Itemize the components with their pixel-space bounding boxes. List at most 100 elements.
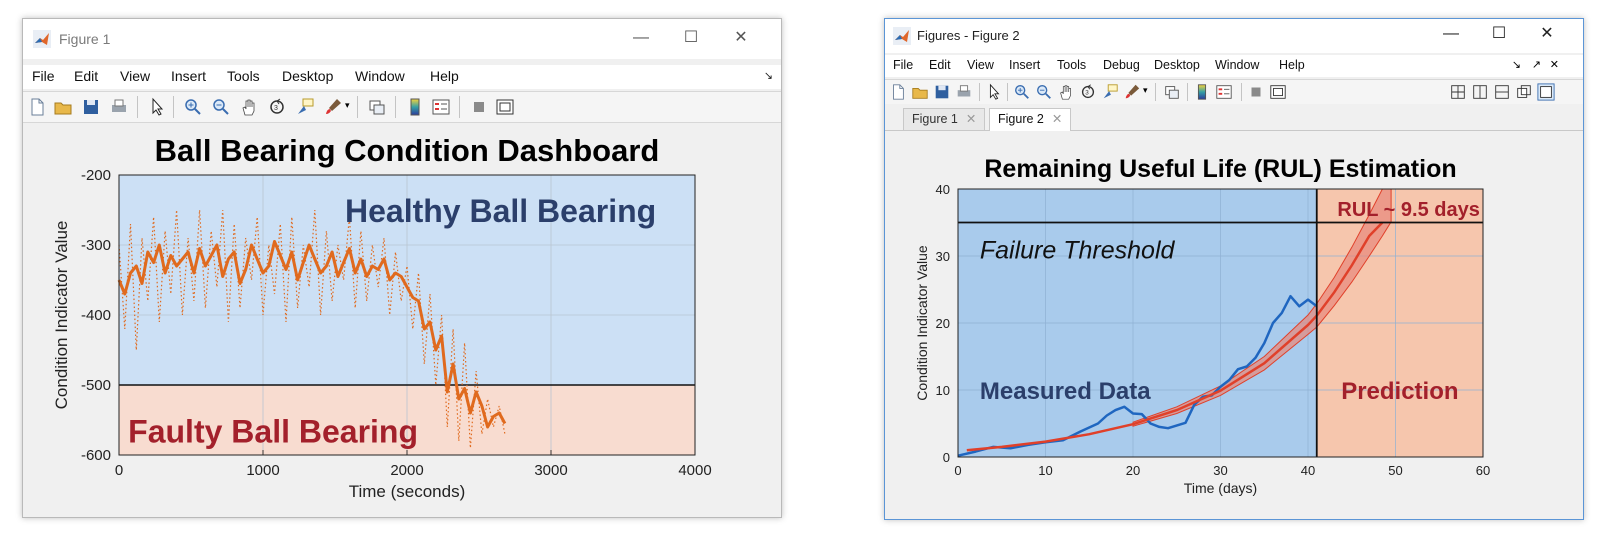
menu-desktop[interactable]: Desktop [1154, 58, 1200, 72]
close-button[interactable]: ✕ [1540, 25, 1554, 42]
title-bar[interactable]: Figure 1 — ☐ ✕ [23, 19, 781, 59]
menu-help[interactable]: Help [430, 68, 459, 84]
colorbar-icon[interactable] [1193, 83, 1211, 101]
pan-hand-icon[interactable] [1057, 83, 1075, 101]
menu-edit[interactable]: Edit [74, 68, 99, 84]
menu-tools[interactable]: Tools [1057, 58, 1087, 72]
split-horizontal-icon[interactable] [1493, 83, 1511, 101]
brush-dropdown-icon[interactable]: ▾ [345, 100, 350, 110]
x-tick-label: 50 [1388, 463, 1402, 478]
dock-arrow-icon[interactable]: ↘ [763, 70, 773, 82]
x-tick-label: 1000 [246, 462, 279, 479]
close-figure-icon[interactable]: ✕ [1549, 59, 1559, 71]
tab-close-icon[interactable]: ✕ [1051, 112, 1063, 126]
float-icon[interactable] [1515, 83, 1533, 101]
menu-debug[interactable]: Debug [1103, 58, 1140, 72]
zoom-out-icon[interactable] [211, 97, 231, 117]
pan-hand-icon[interactable] [239, 97, 259, 117]
minimize-button[interactable]: — [1443, 25, 1459, 42]
close-button[interactable]: ✕ [734, 29, 748, 46]
print-icon[interactable] [109, 97, 129, 117]
new-file-icon[interactable] [27, 97, 47, 117]
rotate-3d-icon[interactable]: 3 [267, 97, 287, 117]
raw-signal-line [118, 209, 506, 449]
undock-arrow-icon[interactable]: ↘ [1511, 59, 1521, 71]
toolbar-separator [979, 83, 980, 101]
toolbar-separator [395, 96, 396, 118]
colorbar-icon[interactable] [405, 97, 425, 117]
maximize-button[interactable]: ☐ [683, 29, 699, 46]
x-tick-label: 0 [115, 462, 123, 479]
save-icon[interactable] [933, 83, 951, 101]
toolbar-separator [173, 96, 174, 118]
toolbar-separator [1187, 83, 1188, 101]
rul-estimation-chart[interactable]: 0 10 20 30 40 50 60 0 10 20 30 40 Failure Threshold R… [885, 131, 1583, 519]
menu-insert[interactable]: Insert [1009, 58, 1041, 72]
brush-dropdown-icon[interactable]: ▾ [1143, 85, 1148, 95]
data-cursor-icon[interactable] [1101, 83, 1119, 101]
zoom-out-icon[interactable] [1035, 83, 1053, 101]
split-vertical-icon[interactable] [1471, 83, 1489, 101]
new-file-icon[interactable] [889, 83, 907, 101]
rul-label: RUL ~ 9.5 days [1337, 199, 1479, 221]
y-tick-label: 10 [936, 383, 950, 398]
y-tick-label: 30 [936, 249, 950, 264]
menu-window[interactable]: Window [1215, 58, 1260, 72]
maximize-icon[interactable] [1537, 83, 1555, 101]
legend-icon[interactable] [1215, 83, 1233, 101]
menu-bar: File Edit View Insert Tools Desktop Wind… [23, 65, 781, 89]
figure-2-window: Figures - Figure 2 — ☐ ✕ File Edit View … [884, 18, 1584, 520]
hide-tools-icon[interactable] [1247, 83, 1265, 101]
brush-icon[interactable] [323, 97, 343, 117]
x-tick-label: 60 [1476, 463, 1490, 478]
svg-text:3: 3 [274, 105, 278, 112]
tab-figure-1[interactable]: Figure 1 ✕ [903, 108, 986, 130]
maximize-button[interactable]: ☐ [1491, 25, 1507, 42]
show-tools-icon[interactable] [1269, 83, 1287, 101]
menu-insert[interactable]: Insert [171, 68, 207, 84]
title-bar[interactable]: Figures - Figure 2 — ☐ ✕ [885, 19, 1583, 53]
minimize-button[interactable]: — [633, 29, 649, 46]
menu-file[interactable]: File [32, 68, 55, 84]
link-plot-icon[interactable] [367, 97, 387, 117]
open-folder-icon[interactable] [53, 97, 73, 117]
pointer-icon[interactable] [147, 97, 167, 117]
tile-grid-icon[interactable] [1449, 83, 1467, 101]
condition-dashboard-chart[interactable]: 0 1000 2000 3000 4000 -200 -300 -400 -500 -600 Hea… [23, 122, 781, 517]
x-tick-label: 3000 [534, 462, 567, 479]
link-plot-icon[interactable] [1163, 83, 1181, 101]
figure-1-canvas[interactable]: 0 1000 2000 3000 4000 -200 -300 -400 -500 -600 Hea… [23, 122, 781, 517]
data-cursor-icon[interactable] [295, 97, 315, 117]
x-axis-label: Time (seconds) [349, 482, 466, 501]
menu-desktop[interactable]: Desktop [282, 68, 334, 84]
menu-window[interactable]: Window [355, 68, 405, 84]
window-title: Figure 1 [59, 31, 111, 47]
smoothed-signal-line [117, 240, 507, 429]
open-folder-icon[interactable] [911, 83, 929, 101]
x-tick-label: 10 [1038, 463, 1052, 478]
save-icon[interactable] [81, 97, 101, 117]
tab-label: Figure 2 [998, 112, 1044, 126]
print-icon[interactable] [955, 83, 973, 101]
tab-figure-2[interactable]: Figure 2 ✕ [989, 108, 1072, 131]
figure-2-canvas[interactable]: 0 10 20 30 40 50 60 0 10 20 30 40 Failure Threshold R… [885, 131, 1583, 519]
brush-icon[interactable] [1123, 83, 1141, 101]
menu-edit[interactable]: Edit [929, 58, 951, 72]
legend-icon[interactable] [431, 97, 451, 117]
zoom-in-icon[interactable] [183, 97, 203, 117]
menu-bar: File Edit View Insert Tools Debug Deskto… [885, 55, 1583, 77]
x-tick-label: 20 [1126, 463, 1140, 478]
menu-help[interactable]: Help [1279, 58, 1305, 72]
show-tools-icon[interactable] [495, 97, 515, 117]
rotate-3d-icon[interactable]: 3 [1079, 83, 1097, 101]
hide-tools-icon[interactable] [469, 97, 489, 117]
tab-close-icon[interactable]: ✕ [965, 112, 977, 126]
pointer-icon[interactable] [985, 83, 1003, 101]
chart-title: Remaining Useful Life (RUL) Estimation [984, 155, 1456, 183]
menu-view[interactable]: View [967, 58, 994, 72]
menu-view[interactable]: View [120, 68, 151, 84]
menu-file[interactable]: File [893, 58, 914, 72]
menu-tools[interactable]: Tools [227, 68, 260, 84]
zoom-in-icon[interactable] [1013, 83, 1031, 101]
dock-arrow-icon[interactable]: ↗ [1531, 59, 1541, 71]
